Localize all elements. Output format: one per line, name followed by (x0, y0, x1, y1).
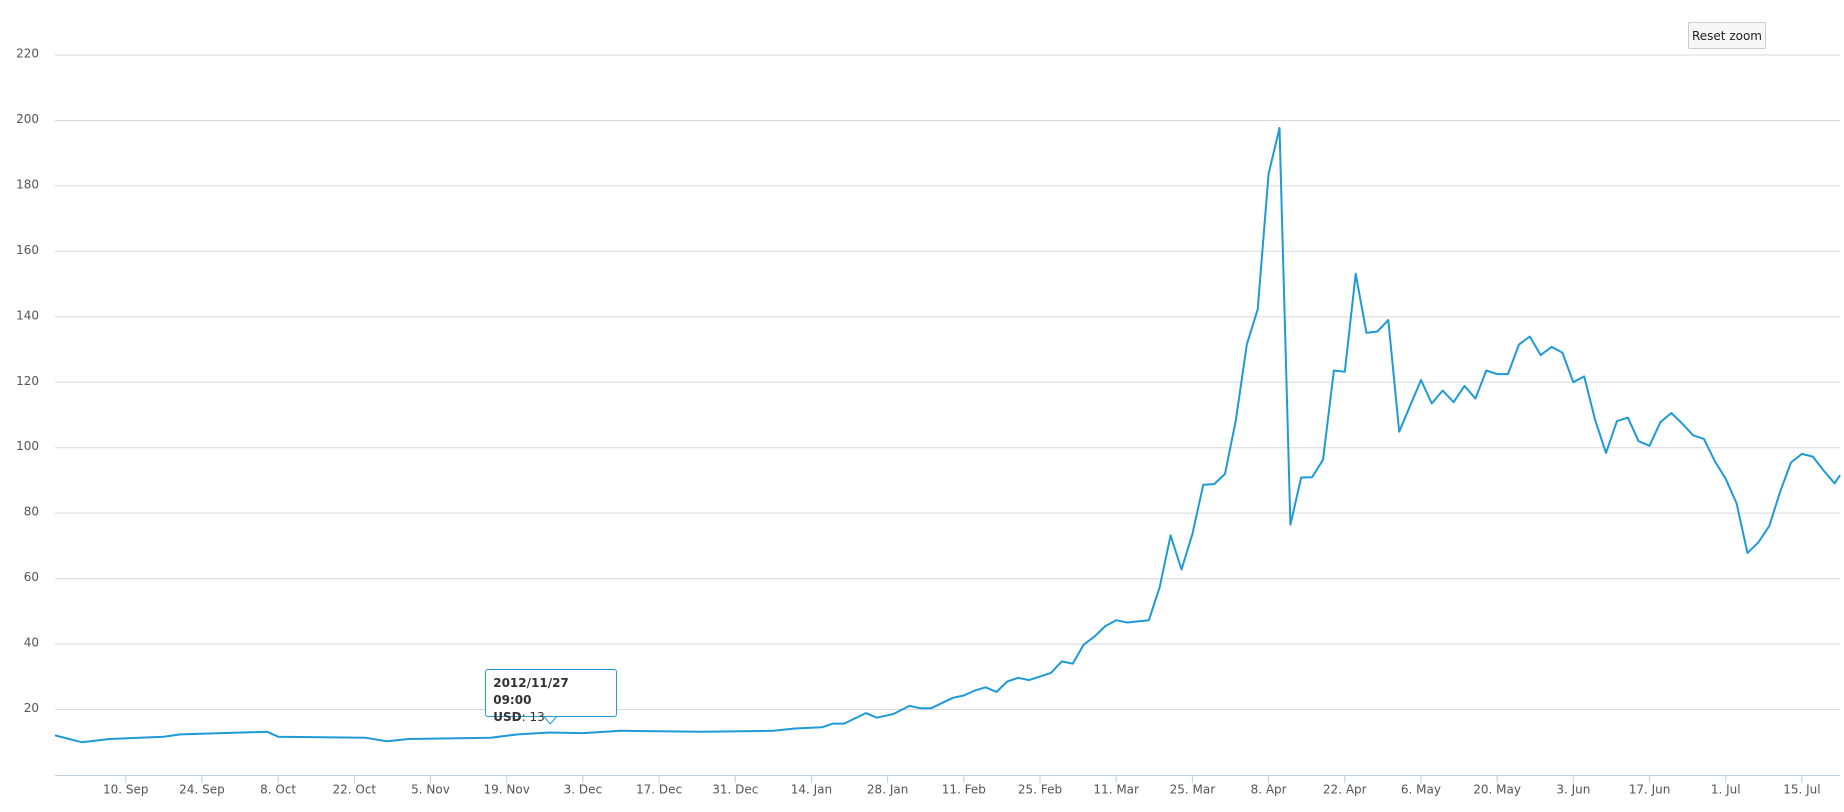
x-tick-label: 5. Nov (411, 783, 450, 797)
x-tick-label: 24. Sep (179, 783, 225, 797)
x-tick-label: 22. Oct (332, 783, 376, 797)
y-tick-label: 180 (16, 177, 39, 191)
x-tick-label: 17. Dec (636, 783, 682, 797)
x-tick-label: 20. May (1473, 783, 1521, 797)
reset-zoom-button[interactable]: Reset zoom (1688, 22, 1766, 49)
x-tick-label: 25. Mar (1170, 783, 1216, 797)
x-tick-label: 3. Jun (1556, 783, 1590, 797)
y-tick-label: 220 (16, 47, 39, 61)
tooltip-value: 13 (529, 710, 545, 724)
x-tick-label: 10. Sep (103, 783, 149, 797)
y-tick-label: 120 (16, 374, 39, 388)
x-tick-label: 8. Oct (260, 783, 296, 797)
tooltip-pointer (543, 716, 557, 725)
x-tick-label: 15. Jul (1783, 783, 1820, 797)
y-tick-label: 160 (16, 243, 39, 257)
x-tick-label: 19. Nov (484, 783, 530, 797)
x-tick-label: 3. Dec (564, 783, 602, 797)
x-tick-label: 8. Apr (1251, 783, 1287, 797)
y-tick-label: 140 (16, 308, 39, 322)
x-tick-label: 14. Jan (791, 783, 832, 797)
data-line (54, 127, 1841, 744)
y-tick-label: 40 (24, 636, 39, 650)
x-tick-label: 11. Feb (942, 783, 986, 797)
y-tick-label: 60 (24, 570, 39, 584)
y-tick-label: 100 (16, 439, 39, 453)
x-tick-label: 1. Jul (1711, 783, 1741, 797)
tooltip: 2012/11/27 09:00 USD 13 (485, 669, 618, 724)
tooltip-title: 2012/11/27 09:00 (493, 676, 569, 707)
y-tick-label: 200 (16, 112, 39, 126)
x-tick-label: 17. Jun (1629, 783, 1671, 797)
x-tick-label: 31. Dec (712, 783, 758, 797)
x-tick-label: 6. May (1401, 783, 1441, 797)
x-tick-label: 11. Mar (1093, 783, 1139, 797)
x-tick-label: 22. Apr (1323, 783, 1367, 797)
y-tick-label: 80 (24, 505, 39, 519)
x-tick-label: 28. Jan (867, 783, 908, 797)
y-tick-label: 20 (24, 701, 39, 715)
x-tick-label: 25. Feb (1018, 783, 1062, 797)
tooltip-series: USD (493, 710, 525, 724)
